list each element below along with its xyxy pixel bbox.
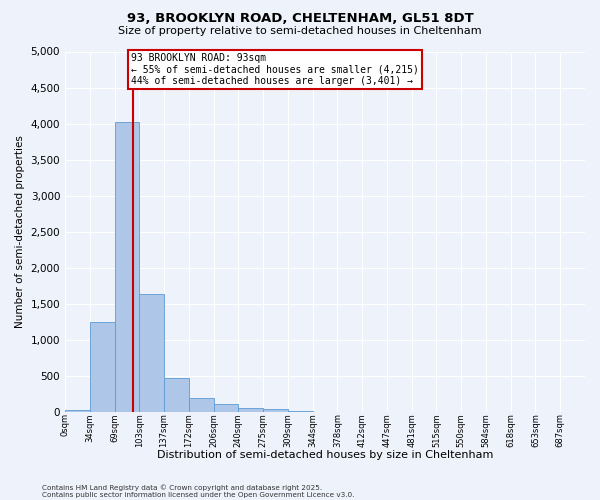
Bar: [189, 398, 214, 412]
Text: 93 BROOKLYN ROAD: 93sqm
← 55% of semi-detached houses are smaller (4,215)
44% of: 93 BROOKLYN ROAD: 93sqm ← 55% of semi-de…: [131, 53, 419, 86]
Bar: [214, 404, 238, 412]
Text: Contains HM Land Registry data © Crown copyright and database right 2025.: Contains HM Land Registry data © Crown c…: [42, 484, 322, 491]
Text: Size of property relative to semi-detached houses in Cheltenham: Size of property relative to semi-detach…: [118, 26, 482, 36]
Bar: [263, 409, 288, 412]
Bar: [238, 408, 263, 412]
Bar: [90, 322, 115, 412]
Bar: [288, 411, 313, 412]
Bar: [164, 378, 189, 412]
Text: Contains public sector information licensed under the Open Government Licence v3: Contains public sector information licen…: [42, 492, 355, 498]
Bar: [65, 410, 90, 412]
Text: 93, BROOKLYN ROAD, CHELTENHAM, GL51 8DT: 93, BROOKLYN ROAD, CHELTENHAM, GL51 8DT: [127, 12, 473, 26]
Bar: [139, 294, 164, 412]
Y-axis label: Number of semi-detached properties: Number of semi-detached properties: [15, 135, 25, 328]
Bar: [115, 122, 139, 412]
X-axis label: Distribution of semi-detached houses by size in Cheltenham: Distribution of semi-detached houses by …: [157, 450, 493, 460]
